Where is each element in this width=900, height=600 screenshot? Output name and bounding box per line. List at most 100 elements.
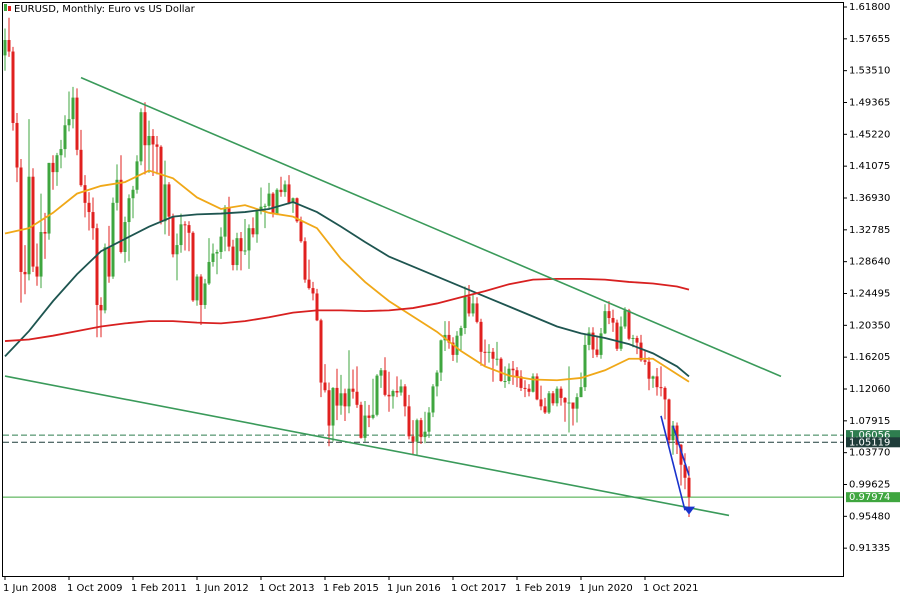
- candle-body: [195, 276, 199, 301]
- candle-body: [367, 415, 371, 418]
- candle-body: [459, 328, 463, 336]
- candle-body: [175, 245, 179, 255]
- candle-body: [291, 198, 295, 203]
- candle-body: [155, 144, 159, 147]
- y-tick-label: 1.57655: [849, 34, 890, 45]
- moving-average: [4, 277, 690, 342]
- candle-body: [179, 224, 183, 246]
- level-label: 1.06056: [849, 430, 890, 441]
- chart-title: EURUSD, Monthly: Euro vs US Dollar: [14, 4, 196, 15]
- y-tick-label: 1.03770: [849, 448, 890, 459]
- candle-body: [639, 342, 643, 361]
- candle-body: [55, 155, 59, 173]
- candle-body: [171, 216, 175, 255]
- candle-body: [379, 370, 383, 376]
- candle-body: [315, 293, 319, 321]
- candle-body: [295, 198, 299, 222]
- candle-body: [495, 358, 499, 360]
- candle-body: [363, 415, 367, 438]
- candle-body: [307, 279, 311, 289]
- y-tick-label: 1.20350: [849, 320, 890, 331]
- candle-body: [383, 370, 387, 395]
- candle-body: [375, 375, 379, 415]
- level-label: 0.97974: [849, 492, 890, 503]
- x-tick-label: 1 Jun 2020: [579, 583, 633, 594]
- candle-body: [615, 322, 619, 349]
- x-tick-label: 1 Oct 2013: [259, 583, 314, 594]
- candle-body: [235, 238, 239, 266]
- level-label-box: [846, 430, 900, 441]
- candle-body: [567, 402, 571, 404]
- candle-body: [667, 399, 671, 441]
- candle-body: [571, 402, 575, 409]
- candle-body: [95, 228, 99, 305]
- candle-body: [555, 388, 559, 404]
- candle-body: [127, 198, 131, 223]
- plot-area: [3, 17, 843, 517]
- candle-body: [107, 247, 111, 277]
- candle-body: [327, 390, 331, 426]
- candle-body: [623, 310, 627, 327]
- candle-body: [663, 387, 667, 400]
- level-label-box: [846, 492, 900, 503]
- candle-body: [551, 393, 555, 404]
- candle-body: [651, 376, 655, 379]
- candle-body: [87, 202, 91, 213]
- candle-body: [631, 337, 635, 339]
- candle-body: [183, 224, 187, 226]
- y-tick-label: 0.99625: [849, 479, 890, 490]
- candle-body: [27, 176, 31, 275]
- y-tick-label: 1.61800: [849, 2, 890, 13]
- candle-body: [599, 333, 603, 355]
- candle-body: [167, 184, 171, 217]
- candle-body: [255, 211, 259, 235]
- candle-body: [131, 189, 135, 199]
- candle-body: [435, 372, 439, 387]
- candle-body: [635, 337, 639, 343]
- moving-average: [4, 201, 690, 378]
- y-tick-label: 1.41075: [849, 161, 890, 172]
- x-tick-label: 1 Jun 2016: [387, 583, 441, 594]
- candle-body: [675, 425, 679, 445]
- candle-body: [227, 207, 231, 247]
- candle-body: [647, 361, 651, 379]
- candle-body: [267, 193, 271, 206]
- candle-body: [283, 184, 287, 193]
- candle-body: [91, 212, 95, 229]
- candle-body: [223, 207, 227, 237]
- candle-body: [123, 222, 127, 252]
- candle-body: [403, 386, 407, 407]
- candle-body: [395, 390, 399, 393]
- candle-body: [579, 387, 583, 398]
- candle-body: [71, 97, 75, 120]
- candle-body: [323, 382, 327, 391]
- candle-body: [371, 414, 375, 418]
- candle-body: [7, 40, 11, 52]
- candle-body: [115, 179, 119, 203]
- candle-body: [275, 189, 279, 214]
- candle-body: [351, 388, 355, 392]
- x-tick-label: 1 Jun 2008: [3, 583, 57, 594]
- candle-body: [547, 393, 551, 413]
- candle-body: [287, 184, 291, 203]
- candle-body: [527, 388, 531, 392]
- candle-body: [299, 221, 303, 242]
- trend-line: [4, 375, 730, 517]
- y-tick-label: 1.53510: [849, 66, 890, 77]
- y-tick-label: 1.12060: [849, 384, 890, 395]
- candle-body: [355, 391, 359, 405]
- candle-body: [331, 387, 335, 426]
- level-label: 1.05119: [849, 437, 890, 448]
- candle-body: [99, 304, 103, 311]
- y-tick-label: 1.32785: [849, 225, 890, 236]
- candle-body: [59, 149, 63, 156]
- candle-body: [215, 251, 219, 254]
- candle-body: [263, 205, 267, 207]
- candle-body: [335, 387, 339, 406]
- candle-body: [451, 342, 455, 355]
- candle-body: [543, 406, 547, 413]
- candle-body: [423, 431, 427, 438]
- candle-body: [207, 261, 211, 284]
- y-tick-label: 1.07915: [849, 416, 890, 427]
